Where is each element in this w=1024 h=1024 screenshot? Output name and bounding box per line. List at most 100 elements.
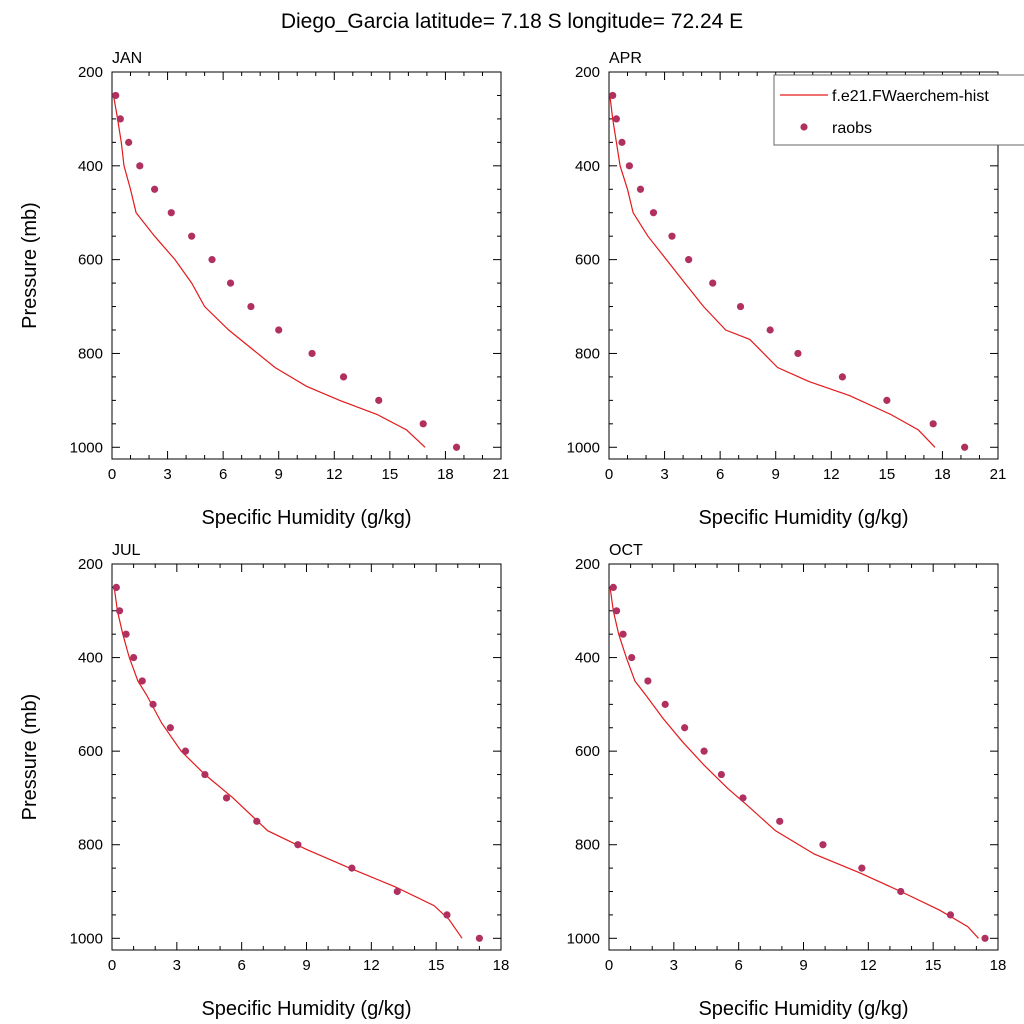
y-tick-label: 400 xyxy=(78,158,103,175)
x-tick-label: 6 xyxy=(219,466,227,483)
y-tick-label: 600 xyxy=(575,743,600,760)
y-tick-label: 800 xyxy=(575,345,600,362)
x-tick-label: 18 xyxy=(493,957,510,974)
raobs-point xyxy=(794,349,802,358)
x-tick-label: 0 xyxy=(605,466,613,483)
raobs-point xyxy=(136,162,144,170)
x-tick-label: 21 xyxy=(493,466,510,483)
x-tick-label: 12 xyxy=(860,957,877,974)
x-axis-title: Specific Humidity (g/kg) xyxy=(698,507,908,529)
raobs-point xyxy=(961,443,969,451)
y-tick-label: 1000 xyxy=(567,439,600,456)
raobs-point xyxy=(125,138,133,146)
raobs-point xyxy=(636,185,645,193)
raobs-point xyxy=(138,677,146,685)
x-tick-label: 18 xyxy=(990,957,1007,974)
raobs-point xyxy=(981,934,989,942)
raobs-point xyxy=(766,326,774,334)
panel-label: OCT xyxy=(609,542,643,559)
raobs-point xyxy=(375,396,383,404)
x-tick-label: 9 xyxy=(799,957,807,974)
y-tick-label: 400 xyxy=(575,158,600,175)
x-tick-label: 0 xyxy=(605,957,613,974)
y-tick-label: 600 xyxy=(78,252,103,269)
x-tick-label: 3 xyxy=(163,466,171,483)
raobs-point xyxy=(739,794,747,802)
x-tick-label: 12 xyxy=(326,466,343,483)
x-tick-label: 0 xyxy=(108,957,116,974)
legend: f.e21.FWaerchem-hist raobs xyxy=(773,74,1024,146)
x-tick-label: 18 xyxy=(437,466,454,483)
x-tick-label: 3 xyxy=(670,957,678,974)
raobs-point xyxy=(776,817,784,825)
model-series-line xyxy=(113,587,463,939)
panel-jan: JAN 0 3 6 9 12 15 18 21 200 400 600 800 1000 Specific … xyxy=(19,50,509,529)
x-tick-label: 21 xyxy=(990,466,1007,483)
y-axis-title: Pressure (mb) xyxy=(19,202,41,329)
raobs-point xyxy=(838,373,847,381)
panel-label: JAN xyxy=(112,50,142,67)
x-tick-label: 0 xyxy=(108,466,116,483)
x-tick-label: 6 xyxy=(734,957,742,974)
raobs-point xyxy=(644,677,652,685)
y-tick-label: 800 xyxy=(78,345,103,362)
raobs-point xyxy=(167,209,175,217)
x-tick-label: 9 xyxy=(302,957,310,974)
x-axis-title: Specific Humidity (g/kg) xyxy=(698,998,908,1020)
raobs-point xyxy=(247,302,255,311)
x-tick-label: 9 xyxy=(772,466,780,483)
figure-title: Diego_Garcia latitude= 7.18 S longitude=… xyxy=(281,10,743,33)
plot-frame xyxy=(608,71,999,460)
x-tick-label: 15 xyxy=(925,957,942,974)
raobs-point xyxy=(419,420,427,428)
y-tick-label: 200 xyxy=(78,64,103,81)
raobs-point xyxy=(619,630,627,638)
raobs-point xyxy=(668,232,676,240)
raobs-point xyxy=(628,653,636,662)
y-tick-label: 800 xyxy=(78,837,103,854)
x-tick-label: 12 xyxy=(823,466,840,483)
x-tick-label: 18 xyxy=(934,466,951,483)
raobs-point xyxy=(883,396,891,404)
x-tick-label: 9 xyxy=(275,466,283,483)
y-tick-label: 400 xyxy=(78,650,103,667)
y-tick-label: 400 xyxy=(575,650,600,667)
y-tick-label: 1000 xyxy=(567,930,600,947)
plot-frame xyxy=(111,71,502,460)
panel-label: JUL xyxy=(112,542,141,559)
raobs-point xyxy=(130,653,138,662)
x-axis-title: Specific Humidity (g/kg) xyxy=(201,507,411,529)
y-tick-label: 600 xyxy=(78,743,103,760)
raobs-point xyxy=(149,700,157,708)
x-tick-label: 6 xyxy=(716,466,724,483)
panel-label: APR xyxy=(609,50,642,67)
raobs-point xyxy=(736,302,745,311)
legend-obs-label: raobs xyxy=(832,120,872,137)
raobs-point xyxy=(661,700,669,708)
raobs-point xyxy=(625,162,633,170)
raobs-point xyxy=(308,349,316,358)
raobs-point xyxy=(649,209,658,217)
y-axis-title: Pressure (mb) xyxy=(19,694,41,821)
raobs-point xyxy=(612,115,621,123)
raobs-point xyxy=(112,91,120,100)
model-series-line xyxy=(609,587,979,939)
x-tick-label: 3 xyxy=(173,957,181,974)
model-series-line xyxy=(112,95,426,448)
raobs-point xyxy=(151,185,159,193)
raobs-point xyxy=(208,256,216,264)
raobs-point xyxy=(116,115,124,123)
raobs-point xyxy=(612,607,621,615)
raobs-point xyxy=(112,583,120,591)
plot-frame xyxy=(608,563,999,951)
raobs-point xyxy=(946,911,955,919)
raobs-point xyxy=(929,420,937,428)
panel-apr: APR 0 3 6 9 12 15 18 21 200 400 600 800 1000 Specific … xyxy=(567,50,1007,529)
raobs-point xyxy=(858,864,866,872)
raobs-point xyxy=(115,607,124,615)
raobs-point xyxy=(443,911,451,919)
raobs-point xyxy=(253,817,261,825)
raobs-point xyxy=(339,373,348,381)
